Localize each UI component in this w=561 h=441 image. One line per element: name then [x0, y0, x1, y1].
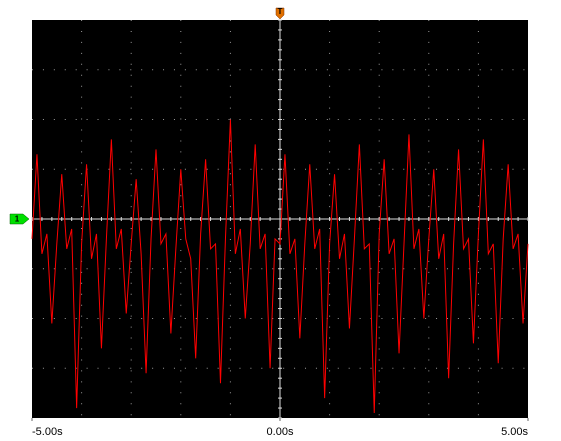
x-tick-label: 0.00s	[267, 426, 294, 438]
x-tick-label: -5.00s	[32, 426, 63, 438]
trigger-marker-label: T	[278, 7, 283, 16]
trigger-marker	[275, 7, 285, 20]
channel-marker-label: 1	[15, 215, 20, 224]
channel-marker	[9, 213, 30, 225]
grid	[31, 19, 529, 419]
trace	[31, 119, 529, 414]
x-tick-label: 5.00s	[501, 426, 528, 438]
